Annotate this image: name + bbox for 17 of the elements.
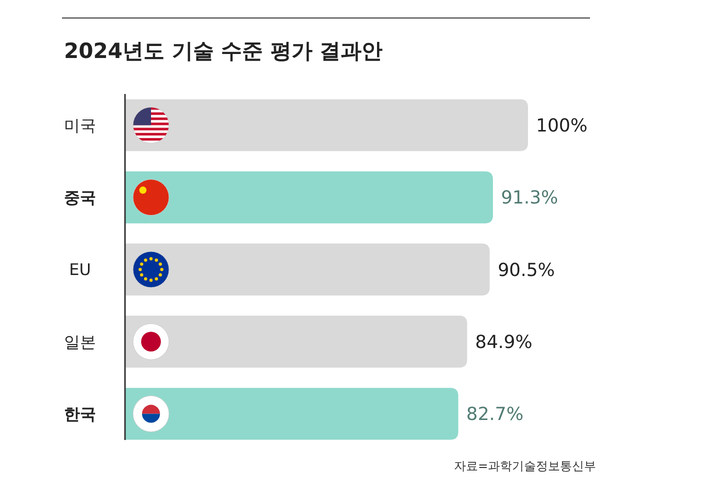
data-label: 90.5% bbox=[498, 260, 555, 281]
y-tick-label: EU bbox=[69, 260, 91, 280]
bar bbox=[125, 316, 468, 368]
chart-title: 2024년도 기술 수준 평가 결과안 bbox=[64, 39, 383, 63]
y-tick-label: 미국 bbox=[64, 116, 96, 135]
y-tick-label: 한국 bbox=[64, 404, 96, 424]
y-tick-label: 일본 bbox=[64, 332, 96, 352]
bar bbox=[125, 99, 528, 152]
y-tick-label: 중국 bbox=[64, 188, 96, 207]
data-label: 84.9% bbox=[475, 332, 532, 353]
bar bbox=[125, 388, 458, 440]
bar bbox=[125, 171, 493, 224]
bar bbox=[125, 244, 490, 296]
data-label: 91.3% bbox=[500, 188, 558, 209]
data-label: 82.7% bbox=[466, 404, 524, 426]
data-label: 100% bbox=[536, 115, 588, 136]
text: 자료=과학기술정보통신부 bbox=[454, 459, 596, 473]
